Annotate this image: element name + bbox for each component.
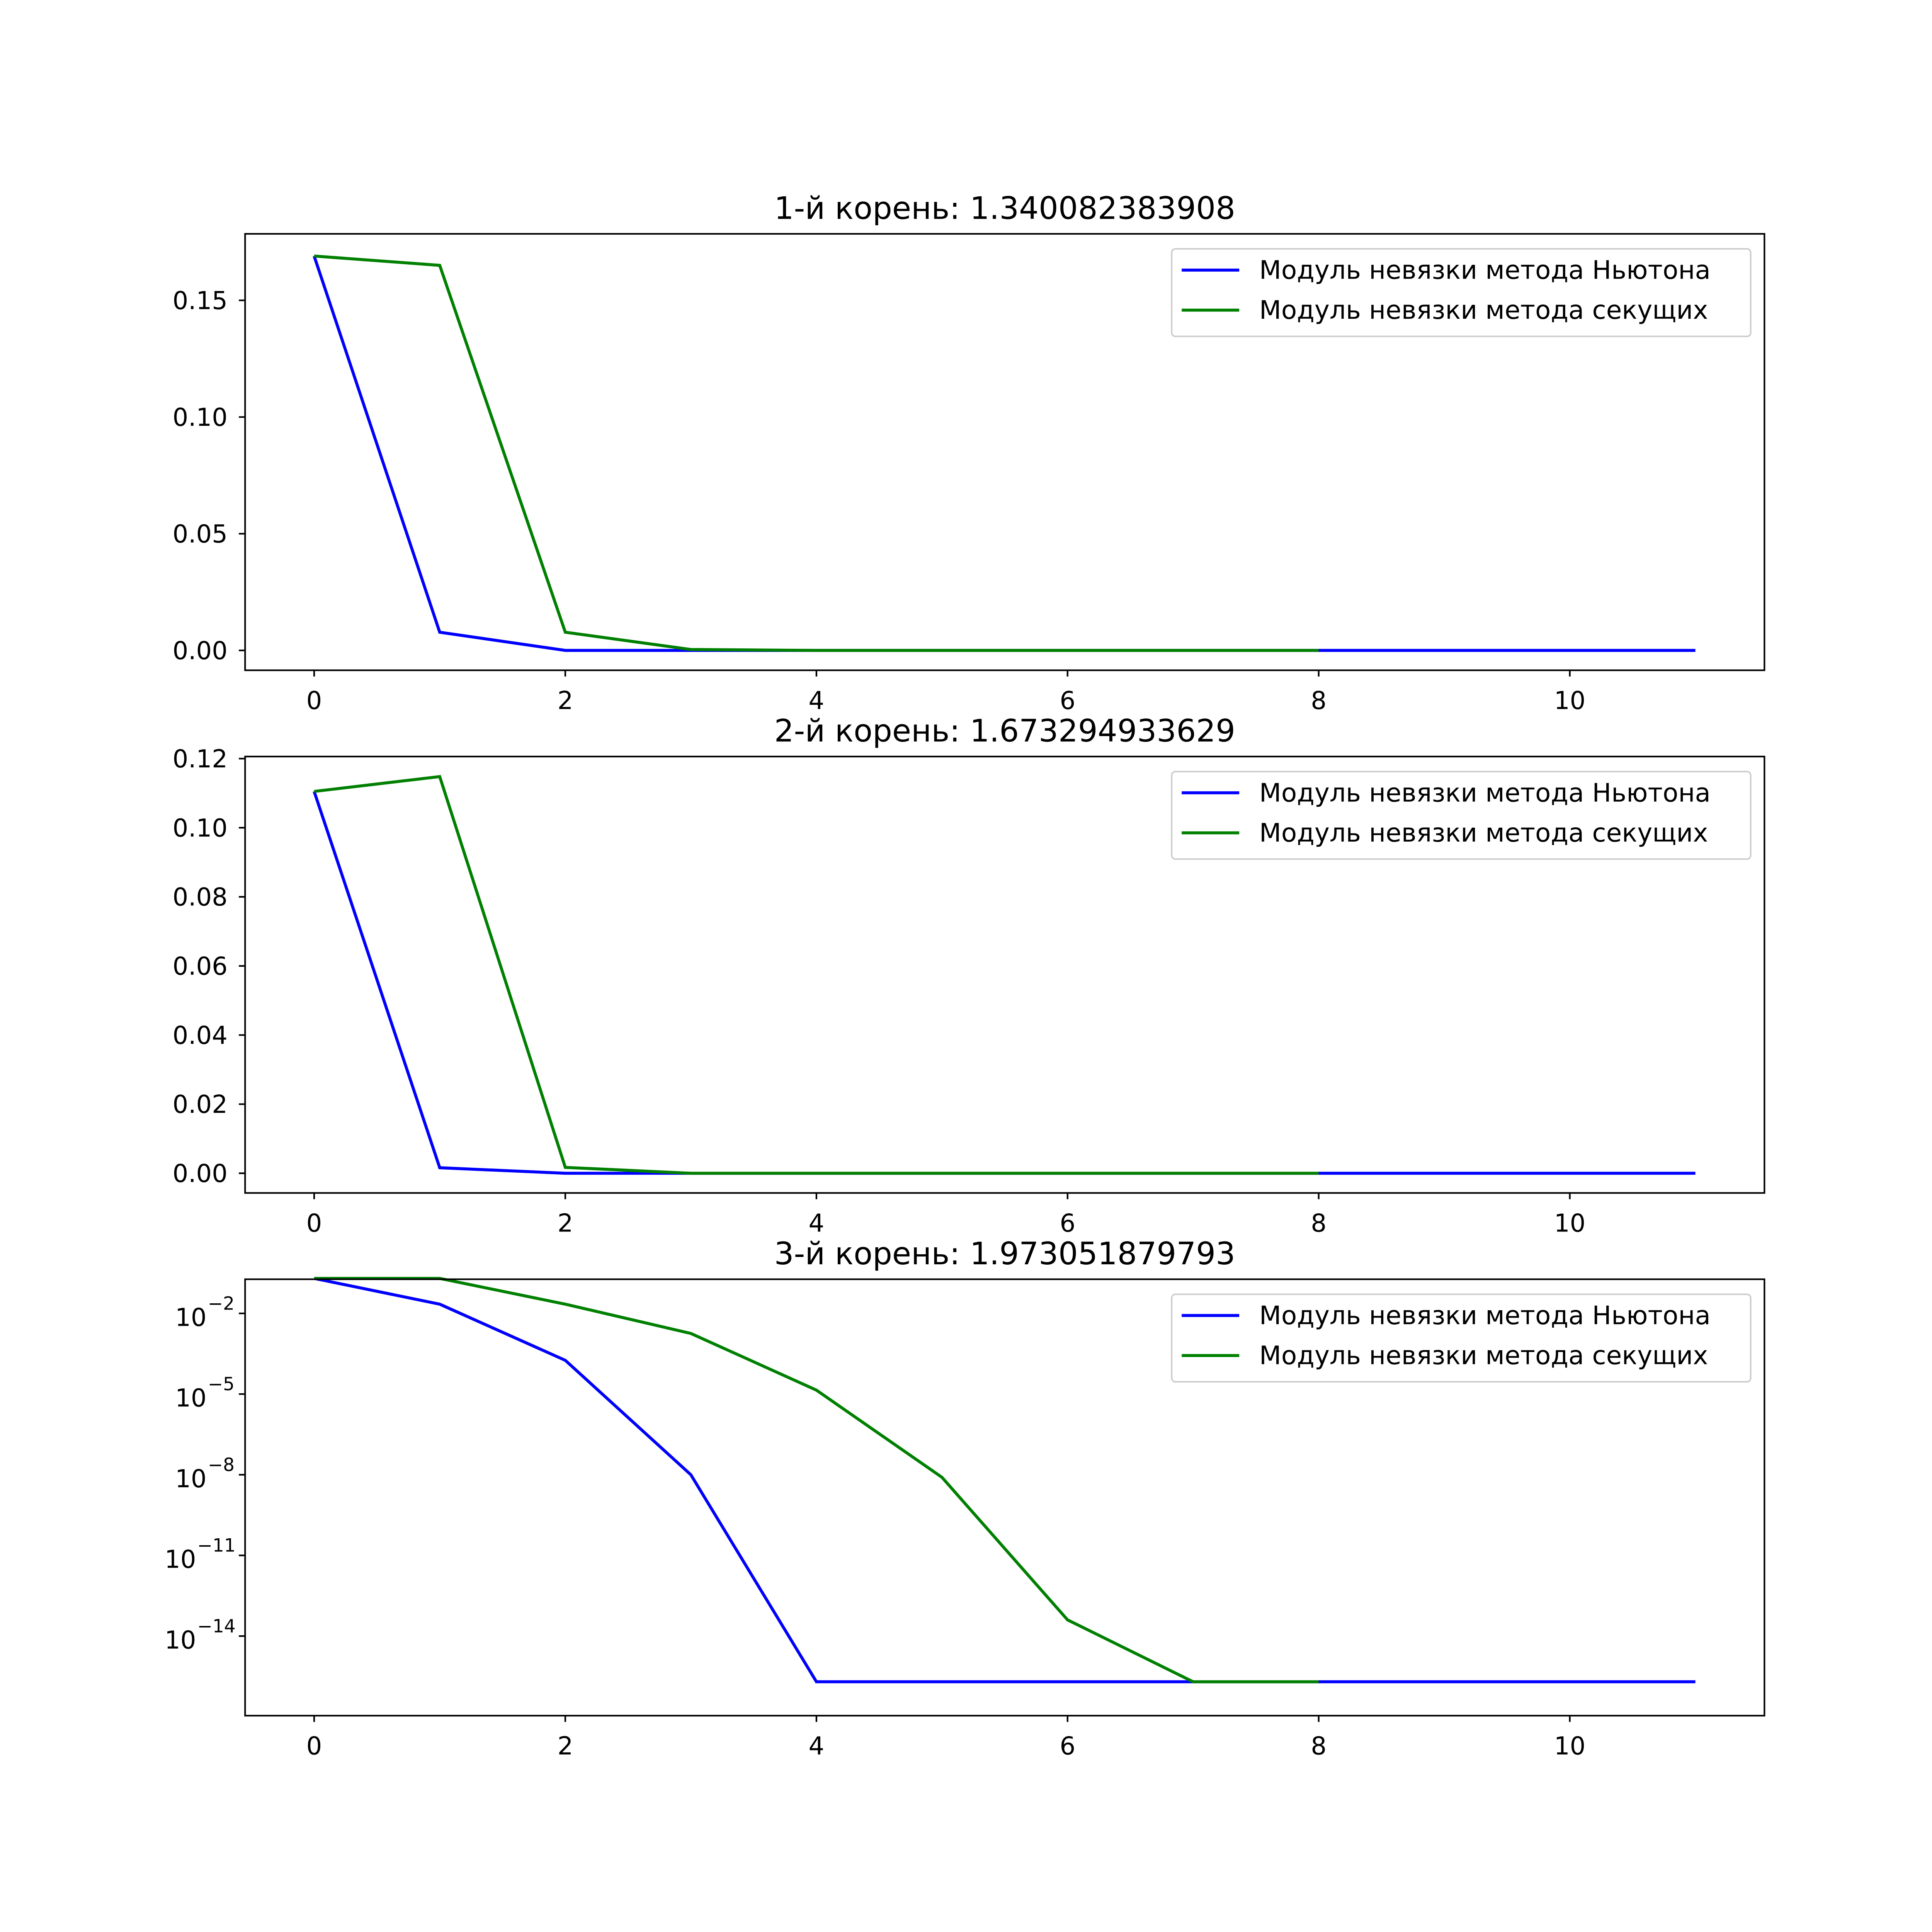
chart-3-title: 3-й корень: 1.973051879793 xyxy=(774,1236,1235,1272)
chart-3-legend-secant-label: Модуль невязки метода секущих xyxy=(1259,1341,1708,1371)
chart-1: 1-й корень: 1.340082383908 0 2 4 6 8 10 0.00 0.0… xyxy=(172,190,1765,715)
chart-1-plot-frame xyxy=(244,233,1765,671)
chart-3-y-tick-exponent: −2 xyxy=(208,1293,235,1314)
chart-2-x-tick-label: 6 xyxy=(1060,1209,1075,1238)
chart-3-legend-newton-label: Модуль невязки метода Ньютона xyxy=(1259,1301,1711,1330)
chart-1-series-secant-line xyxy=(314,254,1319,652)
chart-3-y-tick-label: 10 xyxy=(175,1303,206,1332)
chart-2-y-tick-label: 0.00 xyxy=(172,1160,228,1188)
chart-2-y-tick-label: 0.08 xyxy=(172,883,228,912)
chart-1-x-tick-label: 4 xyxy=(809,687,825,715)
chart-1-y-tick-label: 0.15 xyxy=(172,287,228,315)
chart-3-legend-box xyxy=(1171,1293,1752,1383)
chart-3-x-tick-label: 0 xyxy=(306,1732,322,1760)
chart-1-title: 1-й корень: 1.340082383908 xyxy=(774,190,1235,226)
chart-1-legend-box xyxy=(1171,248,1752,337)
chart-1-y-tick-label: 0.05 xyxy=(172,520,228,549)
chart-2-x-tick-label: 2 xyxy=(558,1209,573,1238)
chart-3-legend: Модуль невязки метода Ньютона Модуль невя… xyxy=(1171,1293,1752,1383)
chart-2-legend: Модуль невязки метода Ньютона Модуль невя… xyxy=(1171,770,1752,860)
chart-3-y-tick-label: 10 xyxy=(165,1546,196,1574)
chart-3-x-tick-label: 8 xyxy=(1311,1732,1327,1760)
chart-2-y-tick-label: 0.02 xyxy=(172,1090,228,1119)
chart-3-x-tick-label: 4 xyxy=(809,1732,825,1760)
chart-2-y-tick-label: 0.12 xyxy=(172,745,228,774)
chart-2-legend-box xyxy=(1171,770,1752,860)
chart-2-x-tick-label: 8 xyxy=(1311,1209,1327,1238)
chart-3-y-tick-exponent: −5 xyxy=(208,1374,235,1395)
chart-3-y-tick-label: 10 xyxy=(165,1626,196,1655)
chart-3-y-tick-label: 10 xyxy=(175,1384,206,1413)
chart-2-x-tick-label: 4 xyxy=(809,1209,825,1238)
chart-2-title: 2-й корень: 1.673294933629 xyxy=(774,713,1235,749)
chart-3-y-tick-exponent: −8 xyxy=(208,1454,235,1476)
chart-1-x-tick-label: 10 xyxy=(1554,687,1585,715)
chart-2-legend-newton-label: Модуль невязки метода Ньютона xyxy=(1259,778,1711,808)
chart-1-x-tick-label: 8 xyxy=(1311,687,1327,715)
chart-1-legend: Модуль невязки метода Ньютона Модуль невя… xyxy=(1171,248,1752,337)
chart-3-x-tick-label: 10 xyxy=(1554,1732,1585,1760)
chart-2-y-tick-label: 0.10 xyxy=(172,814,228,843)
chart-2-plot-frame xyxy=(244,755,1765,1194)
chart-2-legend-secant-label: Модуль невязки метода секущих xyxy=(1259,818,1708,848)
chart-3-series-secant-line xyxy=(314,1277,1319,1684)
chart-1-y-tick-label: 0.10 xyxy=(172,403,228,432)
chart-3-y-tick-exponent: −14 xyxy=(197,1616,236,1637)
chart-2-y-tick-label: 0.04 xyxy=(172,1021,228,1050)
chart-3-series-newton-line xyxy=(314,1277,1696,1684)
chart-1-legend-newton-label: Модуль невязки метода Ньютона xyxy=(1259,255,1711,285)
chart-1-x-tick-label: 2 xyxy=(558,687,573,715)
chart-1-legend-secant-label: Модуль невязки метода секущих xyxy=(1259,295,1708,325)
chart-2-series-secant-line xyxy=(314,775,1319,1175)
chart-2-x-tick-label: 0 xyxy=(306,1209,322,1238)
chart-2-x-tick-label: 10 xyxy=(1554,1209,1585,1238)
chart-2-y-tick-label: 0.06 xyxy=(172,952,228,981)
chart-1-x-tick-label: 0 xyxy=(306,687,322,715)
chart-3-y-tick-exponent: −11 xyxy=(197,1535,236,1556)
chart-1-y-tick-label: 0.00 xyxy=(172,637,228,665)
chart-1-x-tick-label: 6 xyxy=(1060,687,1075,715)
chart-2: 2-й корень: 1.673294933629 0 2 4 6 8 10 0.00 0.0… xyxy=(172,713,1765,1238)
chart-3-y-tick-label: 10 xyxy=(175,1465,206,1493)
chart-3-x-tick-label: 6 xyxy=(1060,1732,1075,1760)
chart-3-x-tick-label: 2 xyxy=(558,1732,573,1760)
chart-3-plot-frame xyxy=(244,1278,1765,1717)
